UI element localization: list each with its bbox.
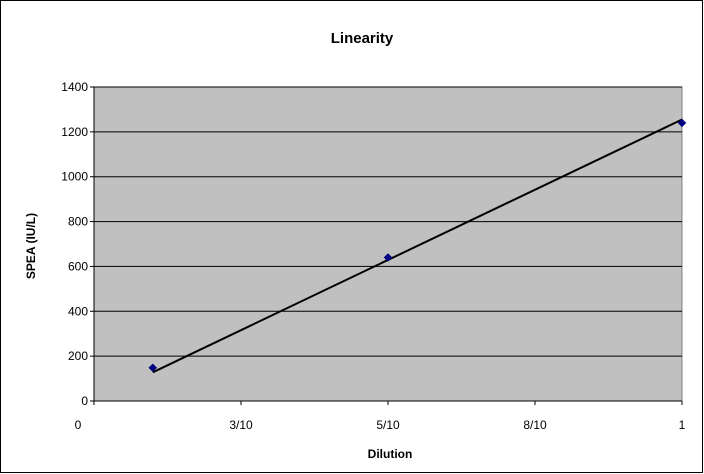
y-tick-label: 400 (68, 304, 88, 318)
data-points (148, 118, 687, 373)
y-tick-label: 200 (68, 349, 88, 363)
y-tick-label: 1000 (61, 170, 88, 184)
data-point (148, 363, 158, 373)
tick-labels: 0 200 400 600 800 1000 1200 1400 0 3/10 5/10 8/10 1 (61, 80, 685, 432)
x-tick-label: 0 (75, 418, 82, 432)
x-tick-label: 8/10 (523, 418, 547, 432)
y-tick-label: 1400 (61, 80, 88, 94)
plot-area (93, 86, 683, 402)
grid-lines (94, 86, 682, 357)
data-point (677, 118, 687, 128)
y-tick-label: 0 (81, 394, 88, 408)
data-point (383, 253, 393, 262)
y-tick-label: 1200 (61, 125, 88, 139)
axes (90, 86, 683, 405)
y-tick-label: 600 (68, 259, 88, 273)
x-tick-label: 5/10 (376, 418, 400, 432)
trendline-layer (152, 118, 683, 374)
trendline (152, 118, 683, 374)
y-axis-label: SPEA (IU/L) (24, 213, 38, 279)
y-tick-label: 800 (68, 215, 88, 229)
chart-title: Linearity (331, 30, 394, 47)
x-axis-label: Dilution (368, 447, 413, 461)
x-tick-label: 1 (679, 418, 686, 432)
x-tick-label: 3/10 (229, 418, 253, 432)
